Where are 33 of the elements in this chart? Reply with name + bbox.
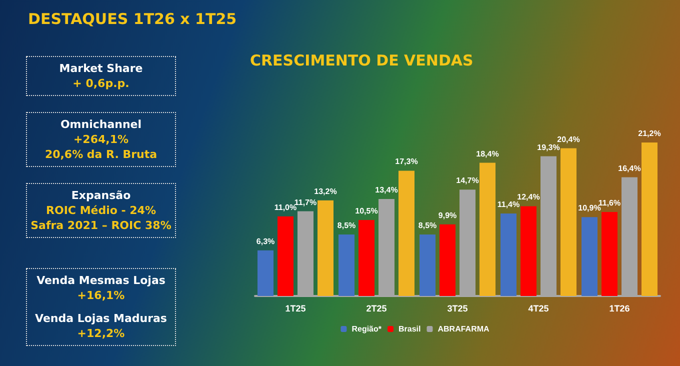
text: DESTAQUES 1T26 x 1T25 [28,10,237,28]
chart-title: CRESCIMENTO DE VENDAS [250,52,474,70]
data-label: 20,4% [557,134,580,144]
legend-label: ABRAFARMA [438,324,490,334]
data-label: 8,5% [337,220,356,230]
data-label: 6,3% [256,236,275,246]
x-tick-label: 4T25 [528,304,549,314]
data-label: 9,9% [438,210,457,220]
data-label: 17,3% [395,157,418,166]
text: Expansão ROIC Médio - 24% Safra 2021 – ROIC 38% [30,188,172,233]
x-tick-label: 3T25 [447,304,468,314]
text: Omnichannel +264,1% 20,6% da R. Bruta [44,117,158,162]
data-label: 13,2% [314,186,337,196]
text: Market Share + 0,6p.p. [58,61,144,91]
data-label: 13,4% [375,185,398,194]
data-label: 14,7% [456,176,479,186]
data-label: 12,4% [517,192,540,202]
data-label: 11,4% [497,200,520,209]
data-label: 10,9% [578,204,601,213]
data-label: 21,2% [638,129,661,138]
data-label: 18,4% [476,149,499,158]
x-tick-label: 1T26 [609,304,630,314]
legend-label: Região* [352,324,382,334]
x-tick-label: 2T25 [366,304,387,314]
data-label: 11,0% [274,202,297,212]
data-label: 19,3% [537,142,560,152]
data-label: 8,5% [418,220,437,230]
data-label: 16,4% [618,164,641,173]
x-tick-label: 1T25 [285,304,306,314]
data-label: 11,7% [294,198,317,207]
text: Venda Mesmas Lojas +16,1% Venda Lojas Maduras +12,2% [34,273,168,341]
data-label: 10,5% [355,206,378,216]
legend-label: Brasil [398,324,421,334]
